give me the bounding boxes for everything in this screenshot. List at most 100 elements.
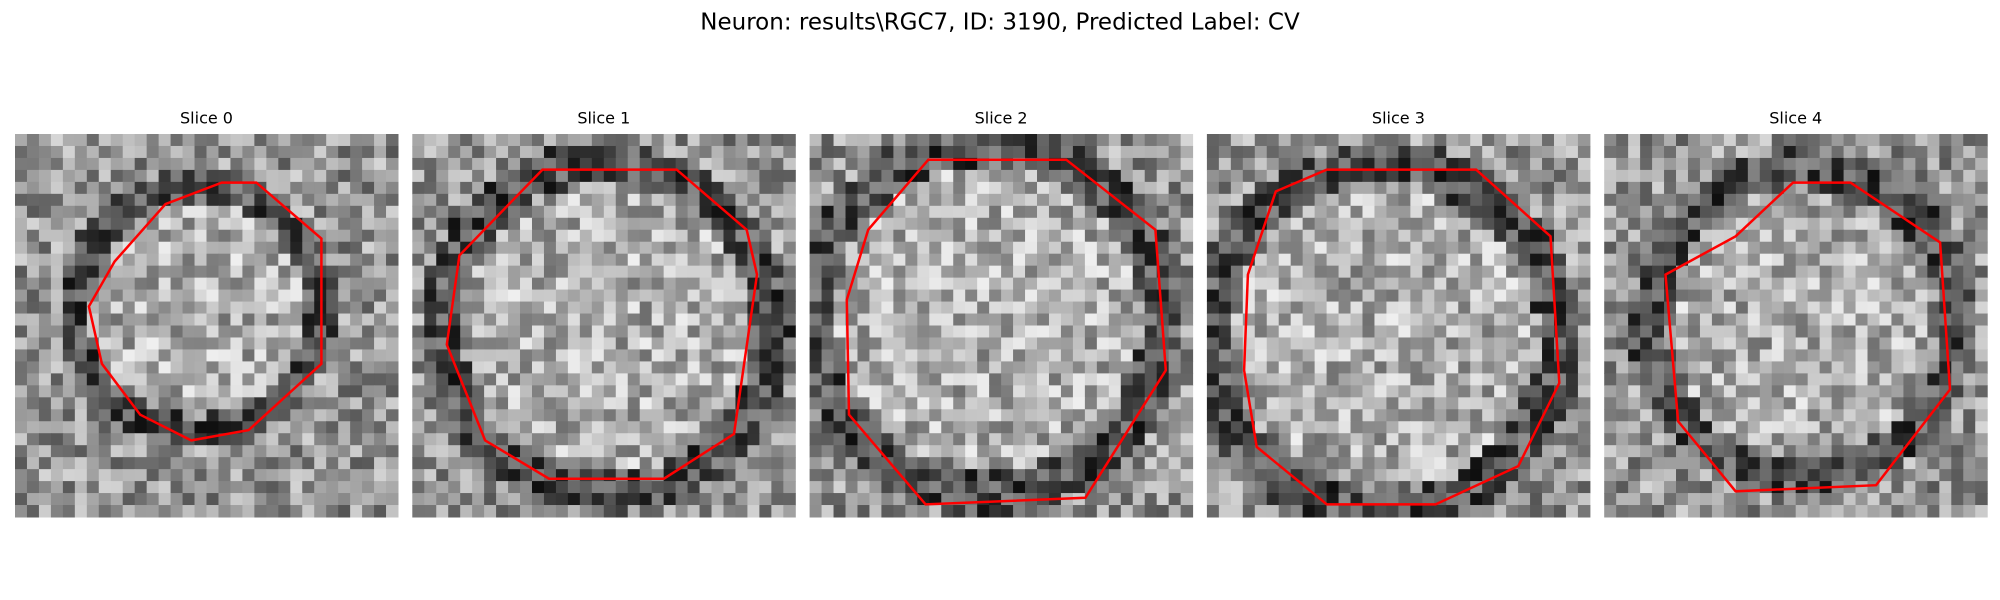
pixel bbox=[687, 205, 701, 219]
pixel bbox=[1819, 169, 1833, 183]
pixel bbox=[1037, 181, 1050, 195]
pixel bbox=[1314, 433, 1328, 446]
pixel bbox=[1494, 409, 1507, 422]
pixel bbox=[1676, 445, 1689, 458]
pixel bbox=[1759, 385, 1773, 398]
pixel bbox=[1628, 361, 1641, 374]
pixel bbox=[1577, 205, 1591, 219]
pixel bbox=[1144, 134, 1158, 147]
pixel bbox=[1108, 469, 1122, 482]
pixel bbox=[424, 313, 437, 326]
pixel bbox=[448, 181, 461, 195]
pixel bbox=[158, 493, 172, 506]
pixel bbox=[412, 385, 425, 398]
pixel bbox=[1108, 493, 1122, 506]
pixel bbox=[1422, 493, 1435, 506]
pixel bbox=[1326, 253, 1340, 267]
pixel bbox=[809, 409, 823, 422]
pixel bbox=[953, 313, 966, 326]
pixel bbox=[1628, 265, 1641, 279]
pixel bbox=[1338, 229, 1352, 243]
pixel bbox=[1577, 313, 1591, 326]
pixel bbox=[1025, 397, 1038, 410]
pixel bbox=[1278, 301, 1292, 315]
pixel bbox=[929, 205, 942, 219]
pixel bbox=[98, 505, 112, 518]
pixel bbox=[1242, 469, 1256, 482]
pixel bbox=[1687, 373, 1701, 386]
pixel bbox=[1156, 433, 1170, 446]
pixel bbox=[1013, 265, 1026, 279]
pixel bbox=[1723, 289, 1737, 303]
pixel bbox=[627, 385, 641, 398]
pixel bbox=[1314, 313, 1328, 326]
pixel bbox=[1553, 493, 1567, 506]
pixel bbox=[1168, 505, 1182, 518]
pixel bbox=[1060, 229, 1074, 243]
pixel bbox=[1168, 349, 1182, 362]
pixel bbox=[1386, 469, 1399, 482]
pixel bbox=[1218, 277, 1232, 291]
pixel bbox=[1735, 241, 1749, 255]
pixel bbox=[881, 409, 894, 422]
pixel bbox=[845, 205, 858, 219]
pixel bbox=[38, 433, 52, 446]
pixel bbox=[86, 157, 100, 171]
pixel bbox=[86, 277, 100, 291]
pixel bbox=[1783, 253, 1797, 267]
pixel bbox=[1206, 265, 1220, 279]
pixel bbox=[484, 397, 497, 410]
pixel bbox=[1326, 337, 1340, 350]
pixel bbox=[1374, 457, 1387, 470]
pixel bbox=[1879, 337, 1892, 350]
pixel bbox=[1218, 241, 1232, 255]
pixel bbox=[1494, 181, 1507, 195]
pixel bbox=[1048, 241, 1062, 255]
pixel bbox=[134, 445, 148, 458]
pixel bbox=[1819, 289, 1833, 303]
pixel bbox=[1915, 193, 1928, 207]
pixel bbox=[206, 229, 219, 243]
pixel bbox=[1470, 277, 1483, 291]
pixel bbox=[1867, 445, 1880, 458]
pixel bbox=[1290, 289, 1304, 303]
pixel bbox=[290, 349, 303, 362]
pixel bbox=[74, 217, 88, 231]
pixel bbox=[496, 193, 509, 207]
pixel bbox=[1577, 277, 1591, 291]
pixel bbox=[869, 421, 882, 434]
pixel bbox=[603, 493, 617, 506]
pixel bbox=[460, 289, 473, 303]
pixel bbox=[1278, 361, 1292, 374]
pixel bbox=[893, 169, 906, 183]
pixel bbox=[1664, 253, 1677, 267]
pixel bbox=[110, 373, 124, 386]
pixel bbox=[1001, 481, 1014, 494]
pixel bbox=[1398, 373, 1411, 386]
pixel bbox=[50, 193, 64, 207]
pixel bbox=[472, 205, 485, 219]
pixel bbox=[1242, 433, 1256, 446]
pixel bbox=[412, 193, 425, 207]
pixel bbox=[62, 289, 76, 303]
pixel bbox=[508, 145, 521, 159]
pixel bbox=[759, 157, 772, 171]
pixel bbox=[905, 253, 918, 267]
pixel bbox=[1180, 445, 1194, 458]
pixel bbox=[278, 349, 291, 362]
pixel bbox=[62, 361, 76, 374]
pixel bbox=[1422, 313, 1435, 326]
pixel bbox=[194, 241, 207, 255]
pixel bbox=[242, 205, 255, 219]
pixel bbox=[15, 265, 28, 279]
pixel bbox=[1242, 313, 1256, 326]
pixel bbox=[1963, 289, 1976, 303]
pixel bbox=[965, 157, 978, 171]
pixel bbox=[723, 397, 736, 410]
pixel bbox=[218, 277, 231, 291]
pixel bbox=[1108, 337, 1122, 350]
pixel bbox=[977, 445, 990, 458]
pixel bbox=[50, 349, 64, 362]
pixel bbox=[675, 301, 689, 315]
pixel bbox=[1168, 337, 1182, 350]
